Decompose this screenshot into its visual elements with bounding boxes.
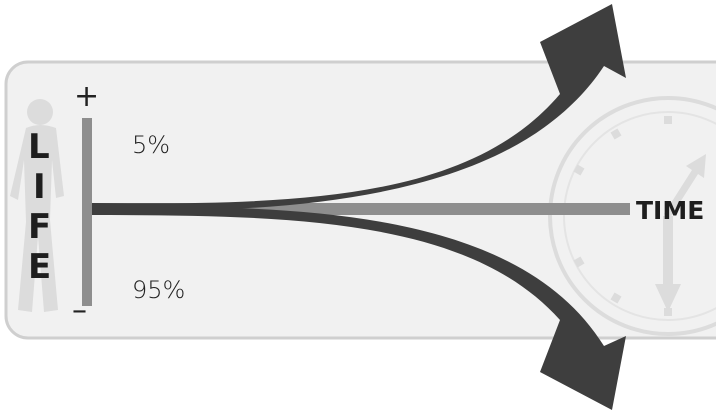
life-axis xyxy=(82,118,92,306)
lower-percent-label: 95% xyxy=(132,276,185,304)
life-letter-l: L xyxy=(28,127,50,167)
life-letter-f: F xyxy=(28,207,51,247)
upper-percent-label: 5% xyxy=(132,131,170,159)
lower-outcome-arrow xyxy=(92,206,626,410)
minus-sign: – xyxy=(72,293,87,328)
person-silhouette-icon xyxy=(10,99,64,312)
time-label: TIME xyxy=(636,196,704,225)
clock-icon xyxy=(548,96,716,336)
plus-sign: + xyxy=(74,79,99,114)
background-panel xyxy=(4,60,716,340)
life-letter-e: E xyxy=(28,247,51,287)
life-letter-i: I xyxy=(33,167,46,207)
